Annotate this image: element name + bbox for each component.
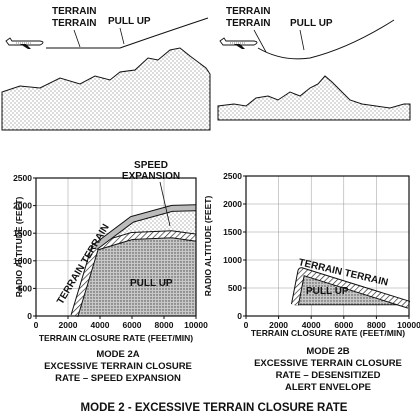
scene-b: TERRAIN TERRAIN PULL UP [217,6,411,121]
chart-a: 0 2000 4000 6000 8000 10000 0 500 1000 1500 2000 25… [13,160,208,384]
scene-b-terrain-label: TERRAIN [226,6,270,17]
chart-a-ylabel: RADIO ALTITUDE (FEET) [14,197,24,298]
airplane-icon [5,37,44,49]
chart-a-expansion-band [93,205,197,249]
chart-b-ytick-label: 500 [228,283,242,293]
scene-a-terrain [1,47,211,131]
chart-b-xtick-label: 6000 [334,320,353,330]
chart-b-xtick-label: 10000 [397,320,420,330]
scene-a-terrain-label: TERRAIN [52,6,96,17]
chart-a-ticks: 0 2000 4000 6000 8000 10000 0 500 1000 1500 2000 25… [13,173,208,330]
chart-b-ytick-label: 2000 [223,199,242,209]
chart-b-xtick-label: 8000 [367,320,386,330]
chart-b-terrain-band [291,268,410,308]
chart-b-marks [290,267,411,309]
chart-a-pullup-area [74,234,196,316]
chart-b-xtick-label: 4000 [302,320,321,330]
chart-a-xtick-label: 0 [34,320,39,330]
scene-a: TERRAIN TERRAIN PULL UP [1,6,211,131]
chart-b-frame [245,175,410,317]
chart-a-xlabel: TERRAIN CLOSURE RATE (FEET/MIN) [39,333,193,343]
chart-a-xtick-label: 10000 [184,320,208,330]
chart-a-callout-line2: EXPANSION [122,171,180,182]
chart-b-xlabel: TERRAIN CLOSURE RATE (FEET/MIN) [251,328,405,338]
chart-b-ytick-label: 2500 [223,171,242,181]
chart-a-caption-3: RATE – SPEED EXPANSION [55,373,181,384]
chart-a-ytick-label: 1500 [13,228,32,238]
chart-b-ytick-label: 0 [237,311,242,321]
chart-a-xtick-label: 2000 [59,320,78,330]
scene-b-terrain2-label: TERRAIN [226,18,270,29]
chart-b-ylabel: RADIO ALTITUDE (FEET) [203,196,213,297]
scene-a-pullup-leader [119,27,125,45]
chart-a-xtick-label: 4000 [91,320,110,330]
chart-b-ticks: 0 2000 4000 6000 8000 10000 0 500 1000 1500 2000 25… [223,171,420,330]
scene-a-terrain-leader [73,29,81,48]
chart-b-area-label: PULL UP [306,286,349,297]
chart-b: 0 2000 4000 6000 8000 10000 0 500 1000 1500 2000 25… [203,171,420,393]
chart-a-marks [70,204,197,318]
chart-a-xtick-label: 6000 [123,320,142,330]
scene-b-pullup-leader [299,29,305,51]
chart-b-xtick-label: 0 [244,320,249,330]
chart-b-ytick-label: 1500 [223,227,242,237]
chart-a-terrain-band [71,231,197,317]
chart-b-caption-2: EXCESSIVE TERRAIN CLOSURE [254,358,402,369]
chart-a-ytick-label: 2000 [13,201,32,211]
chart-b-ytick-label: 1000 [223,255,242,265]
scene-a-flight-path [46,17,209,49]
scene-b-terrain-leader [253,29,267,53]
scene-a-terrain2-label: TERRAIN [52,18,96,29]
chart-a-area-label: PULL UP [130,278,173,289]
chart-a-callout-line1: SPEED [134,160,168,171]
chart-a-callout-leader [159,181,171,227]
chart-a-caption-2: EXCESSIVE TERRAIN CLOSURE [44,361,192,372]
chart-a-xtick-label: 8000 [155,320,174,330]
scene-b-terrain [217,75,411,121]
chart-a-ytick-label: 0 [27,311,32,321]
scene-b-pullup-label: PULL UP [290,18,333,29]
chart-b-caption-4: ALERT ENVELOPE [285,382,371,393]
figure-title: MODE 2 - EXCESSIVE TERRAIN CLOSURE RATE [81,402,348,414]
chart-b-xtick-label: 2000 [269,320,288,330]
chart-a-frame [35,177,197,317]
chart-a-ytick-label: 2500 [13,173,32,183]
chart-a-ytick-label: 1000 [13,256,32,266]
scene-b-flight-path [257,19,395,60]
airplane-icon [219,37,258,49]
chart-b-caption-3: RATE – DESENSITIZED [276,370,381,381]
scene-a-pullup-label: PULL UP [108,16,151,27]
chart-a-caption-1: MODE 2A [96,349,139,360]
chart-b-caption-1: MODE 2B [306,346,349,357]
chart-a-ytick-label: 500 [18,283,32,293]
